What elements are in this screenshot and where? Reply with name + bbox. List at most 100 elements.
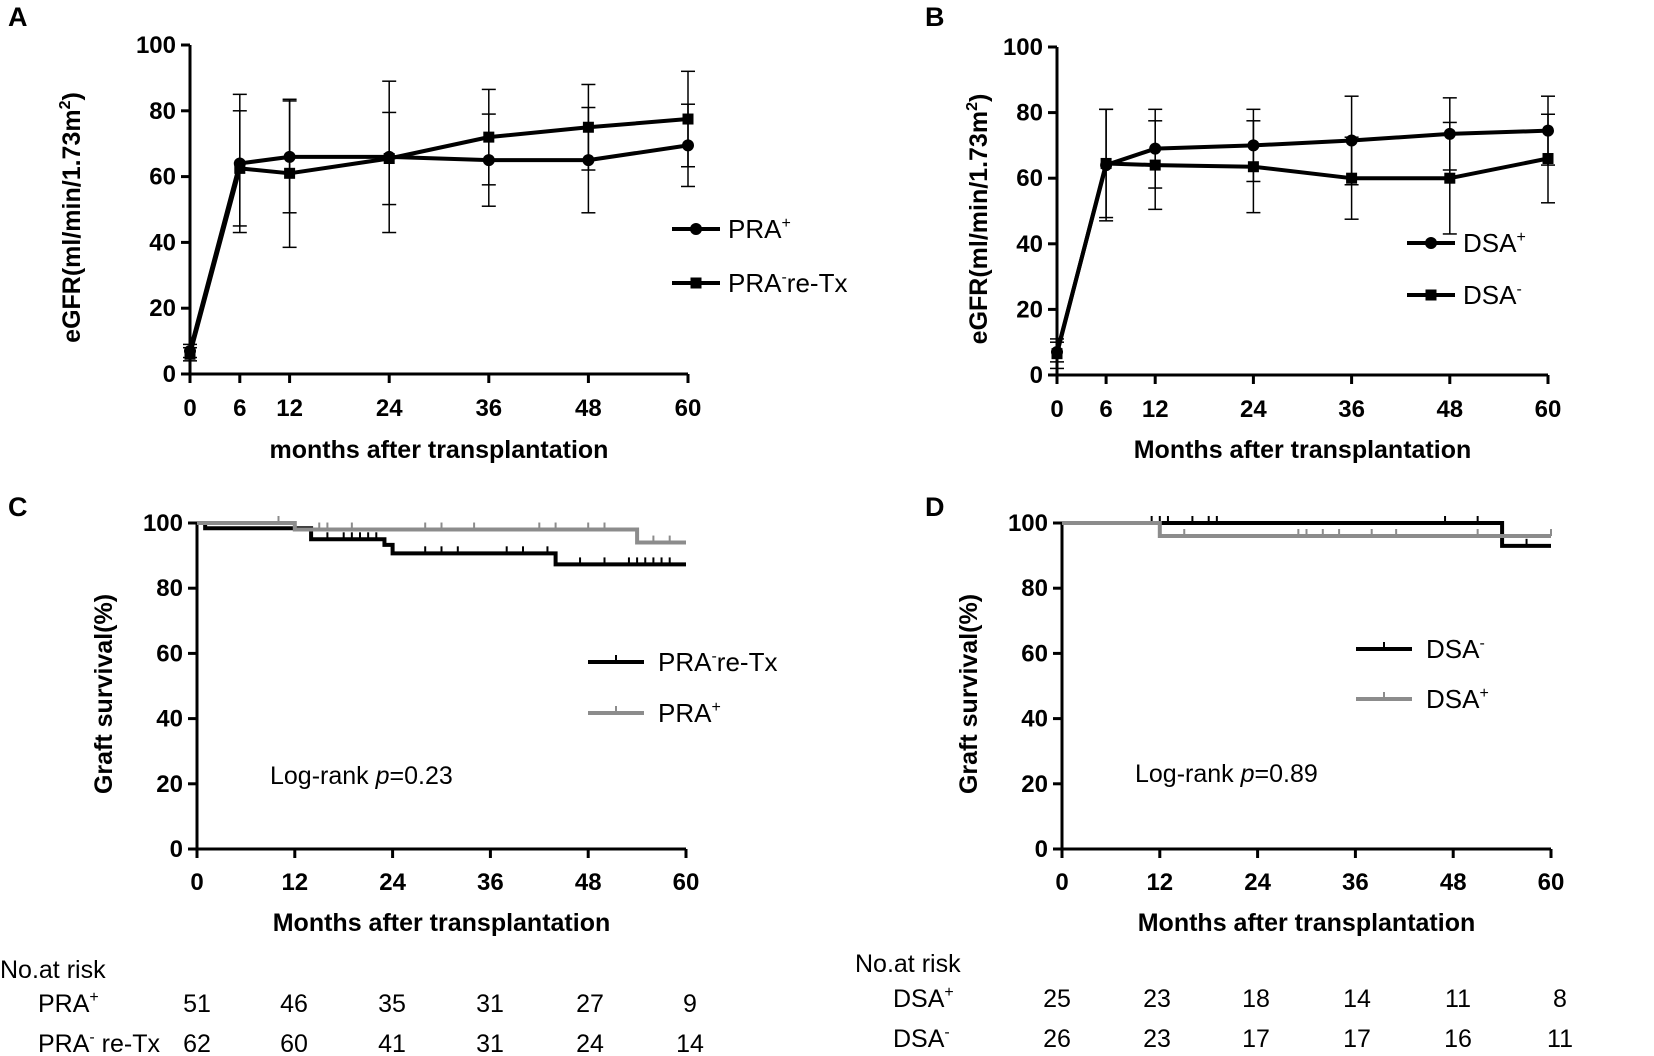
risk-cell: 8: [1553, 985, 1567, 1013]
risk-cell: 51: [183, 990, 211, 1018]
y-tick-label: 100: [143, 510, 183, 537]
series-dsa-neg-point: [1100, 157, 1112, 169]
y-tick-label: 20: [149, 295, 176, 322]
risk-row-label-base: DSA: [893, 985, 945, 1013]
risk-row-label: DSA-: [893, 1024, 950, 1053]
log-rank-prefix: Log-rank: [1135, 760, 1241, 788]
y-tick-label: 100: [1008, 510, 1048, 537]
legend-label: DSA-: [1426, 634, 1485, 664]
risk-row-label-sup: -: [944, 1024, 949, 1041]
series-dsa-neg-point: [1247, 161, 1259, 173]
risk-cell: 18: [1242, 985, 1270, 1013]
log-rank-value: =0.23: [390, 762, 453, 790]
legend-label: DSA+: [1426, 684, 1489, 714]
y-tick-label: 40: [156, 706, 183, 733]
log-rank-value: =0.89: [1255, 760, 1318, 788]
risk-row-label-suffix: re-Tx: [95, 1030, 161, 1056]
x-axis-title: Months after transplantation: [273, 909, 611, 937]
series-pra-neg-point: [483, 131, 495, 143]
x-tick-label: 60: [1538, 869, 1565, 896]
y-tick-label: 80: [149, 98, 176, 125]
panel-letter-a: A: [8, 2, 28, 32]
y-tick-label: 60: [1021, 640, 1048, 667]
x-tick-label: 60: [673, 869, 700, 896]
y-tick-label: 60: [156, 640, 183, 667]
y-tick-label: 20: [1021, 771, 1048, 798]
series-dsa-neg-point: [1051, 348, 1063, 360]
y-tick-label: 60: [149, 164, 176, 191]
legend-label-base: PRA: [728, 214, 782, 244]
x-tick-label: 0: [183, 395, 196, 422]
panel-letter-c: C: [8, 492, 28, 522]
legend-label: PRA-re-Tx: [658, 647, 777, 677]
panel-letter-b: B: [925, 2, 945, 32]
y-axis-title: Graft survival(%): [955, 594, 983, 794]
series-pra-neg-line: [188, 117, 689, 355]
x-tick-label: 24: [1240, 396, 1267, 423]
y-tick-label: 60: [1016, 165, 1043, 192]
risk-table-header: No.at risk: [855, 950, 961, 978]
log-rank-p: p: [1240, 760, 1255, 788]
series-pra-pos-line: [188, 143, 689, 352]
x-tick-label: 60: [1535, 396, 1562, 423]
legend-label-sup: -: [1479, 635, 1484, 652]
risk-row-label-base: PRA: [38, 1030, 90, 1056]
legend-label-sup: -: [781, 269, 786, 286]
legend-label-base: PRA: [658, 647, 712, 677]
legend-marker: [1425, 289, 1437, 301]
legend-label: PRA-re-Tx: [728, 268, 847, 298]
x-tick-label: 36: [1342, 869, 1369, 896]
risk-cell: 41: [378, 1030, 406, 1056]
y-tick-label: 20: [156, 771, 183, 798]
legend-label-sup: +: [1479, 685, 1488, 702]
x-tick-label: 36: [477, 869, 504, 896]
series-pra-neg-point: [682, 113, 694, 125]
risk-cell: 23: [1143, 1025, 1171, 1053]
legend-label-sup: -: [711, 648, 716, 665]
y-tick-label: 100: [136, 32, 176, 59]
legend-label-suffix: re-Tx: [787, 268, 848, 298]
legend-label-base: DSA: [1463, 280, 1517, 310]
log-rank-annotation: Log-rank p=0.89: [1135, 760, 1318, 788]
series-dsa-neg-point: [1444, 172, 1456, 184]
legend-label: DSA-: [1463, 280, 1522, 310]
legend-marker: [690, 277, 702, 289]
risk-cell: 46: [280, 990, 308, 1018]
legend-label-sup: +: [711, 699, 720, 716]
y-tick-label: 80: [1021, 575, 1048, 602]
risk-row-label-sup: +: [944, 984, 953, 1001]
x-tick-label: 0: [1050, 396, 1063, 423]
risk-cell: 11: [1445, 985, 1471, 1013]
risk-row-label: PRA- re-Tx: [38, 1029, 161, 1056]
risk-row-label: DSA+: [893, 984, 954, 1013]
risk-row-label-sup: -: [89, 1029, 94, 1046]
x-axis-title: Months after transplantation: [1134, 436, 1472, 464]
y-axis-title-end: ): [58, 92, 86, 100]
risk-table-header: No.at risk: [0, 956, 106, 984]
y-tick-label: 0: [1035, 836, 1048, 863]
risk-cell: 27: [576, 990, 604, 1018]
risk-cell: 23: [1143, 985, 1171, 1013]
log-rank-prefix: Log-rank: [270, 762, 376, 790]
legend-marker: [690, 223, 702, 235]
risk-cell: 17: [1343, 1025, 1371, 1053]
y-axis-title-main: eGFR(ml/min/1.73m: [58, 109, 86, 342]
x-tick-label: 36: [475, 395, 502, 422]
legend-label-sup: -: [1516, 281, 1521, 298]
series-pra-neg-curve: [197, 521, 686, 567]
legend-label-base: PRA: [658, 698, 712, 728]
risk-cell: 9: [683, 990, 697, 1018]
y-axis-title-sup: 2: [964, 102, 981, 111]
legend-label-base: DSA: [1426, 634, 1480, 664]
y-axis-title-end: ): [965, 94, 993, 102]
legend-label-base: DSA: [1426, 684, 1480, 714]
risk-cell: 17: [1242, 1025, 1270, 1053]
y-tick-label: 80: [1016, 100, 1043, 127]
log-rank-annotation: Log-rank p=0.23: [270, 762, 453, 790]
y-tick-label: 20: [1016, 296, 1043, 323]
y-axis-title: eGFR(ml/min/1.73m2): [57, 92, 86, 343]
panel-letter-d: D: [925, 492, 945, 522]
series-dsa-neg-point: [1149, 159, 1161, 171]
risk-cell: 11: [1547, 1025, 1573, 1053]
x-tick-label: 6: [233, 395, 246, 422]
